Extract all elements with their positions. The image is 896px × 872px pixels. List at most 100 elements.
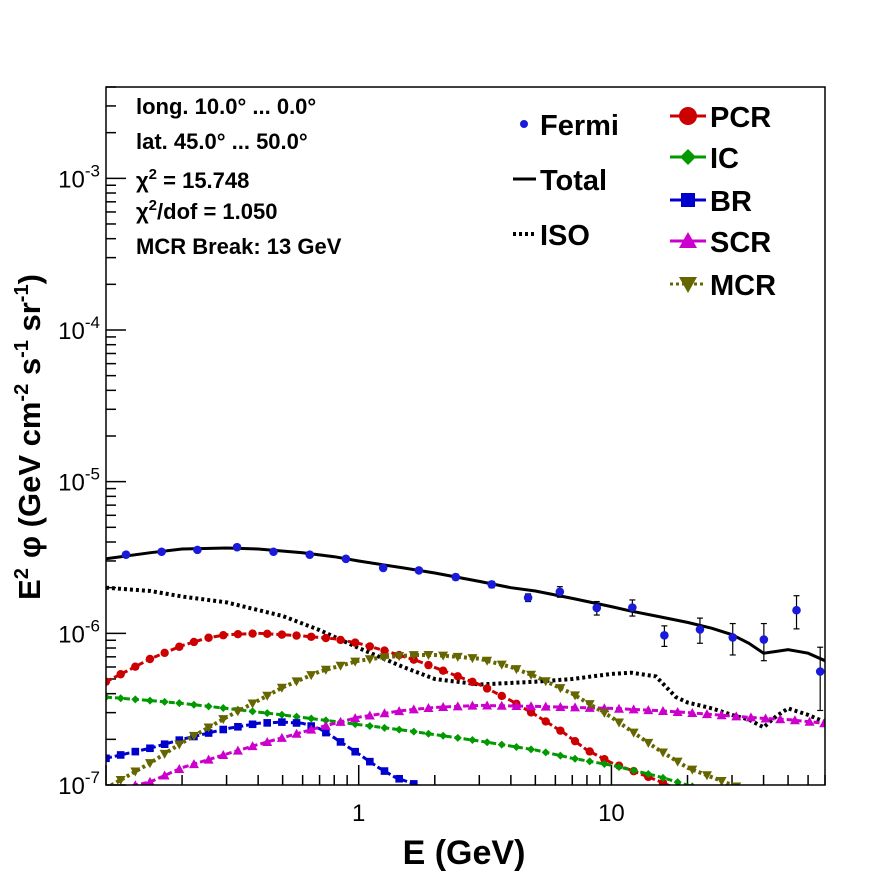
y-tick-label: 10-6: [58, 616, 100, 648]
data-point: [731, 711, 742, 721]
y-tick-label: 10-3: [58, 161, 100, 193]
y-label-sr: sr: [12, 302, 47, 340]
data-point: [716, 776, 727, 785]
y-tick-label: 10-4: [58, 313, 100, 345]
fermi-marker: [695, 625, 705, 634]
fermi-point: [193, 545, 202, 555]
data-point: [600, 754, 609, 764]
data-point: [789, 715, 800, 725]
fermi-marker: [815, 667, 825, 676]
data-point: [760, 713, 771, 723]
y-label-phi: φ (GeV cm: [12, 402, 47, 559]
data-point: [277, 630, 287, 639]
data-point: [673, 778, 682, 785]
data-point: [351, 720, 360, 729]
data-point: [379, 653, 390, 663]
data-point: [541, 717, 550, 726]
data-point: [512, 742, 521, 751]
data-point: [672, 757, 683, 767]
data-point: [482, 700, 493, 710]
data-point: [614, 718, 625, 728]
x-axis-label: E (GeV): [403, 834, 526, 872]
data-point: [116, 694, 125, 703]
data-point: [106, 754, 110, 763]
data-point: [320, 720, 331, 730]
fermi-marker: [378, 563, 388, 573]
data-point: [106, 677, 111, 686]
data-point: [365, 642, 375, 651]
fermi-point: [592, 600, 602, 616]
data-point: [745, 712, 756, 722]
data-point: [452, 652, 463, 662]
data-point: [322, 728, 330, 737]
data-point: [424, 660, 433, 670]
data-point: [188, 759, 199, 769]
data-point: [584, 700, 595, 710]
data-point: [497, 740, 506, 749]
data-point: [204, 633, 213, 642]
data-point: [658, 773, 667, 782]
fermi-marker: [232, 542, 242, 552]
data-point: [247, 699, 258, 709]
data-point: [175, 642, 184, 651]
chi2-dof-value: /dof = 1.050: [157, 199, 277, 224]
data-point: [453, 672, 462, 681]
chi-sup: 2: [149, 197, 157, 214]
fermi-point: [341, 554, 351, 564]
series-mcr: [106, 650, 742, 785]
data-point: [291, 677, 302, 687]
legend-marker-ic: [680, 149, 696, 165]
info-mcr-break: MCR Break: 13 GeV: [136, 234, 342, 259]
series-scr: [119, 700, 825, 785]
data-point: [276, 732, 287, 742]
fermi-marker: [414, 566, 424, 575]
fermi-point: [451, 572, 461, 582]
fermi-point: [815, 646, 825, 712]
y-label-sup: -1: [11, 340, 33, 358]
series-ic: [106, 693, 695, 785]
data-point: [320, 665, 331, 675]
data-point: [423, 702, 434, 712]
x-tick-label: 10: [598, 800, 625, 827]
fermi-point: [232, 542, 242, 552]
data-point: [644, 769, 653, 778]
data-point: [132, 780, 138, 785]
fermi-point: [792, 595, 801, 630]
data-point: [438, 701, 449, 711]
series-pcr: [106, 629, 680, 785]
data-point: [174, 763, 185, 773]
data-point: [365, 722, 374, 731]
data-point: [468, 677, 477, 687]
data-point: [292, 719, 301, 727]
info-chi2: χ2 = 15.748: [136, 166, 249, 193]
data-point: [643, 738, 654, 748]
data-point: [424, 729, 433, 738]
data-point: [585, 747, 594, 756]
y-label-sup: -2: [11, 384, 33, 402]
data-point: [511, 665, 522, 675]
data-point: [629, 766, 638, 775]
data-point: [306, 724, 317, 734]
fermi-marker: [523, 593, 533, 602]
data-point: [526, 670, 537, 680]
data-point: [555, 684, 566, 694]
fermi-point: [487, 580, 497, 589]
data-point: [701, 771, 712, 781]
data-point: [335, 661, 346, 671]
y-tick-label: 10-5: [58, 465, 100, 497]
fermi-point: [759, 622, 769, 662]
data-point: [336, 738, 345, 746]
data-point: [203, 754, 214, 764]
fermi-point: [628, 599, 637, 617]
data-point: [234, 722, 242, 731]
data-point: [526, 701, 537, 711]
data-point: [276, 683, 287, 693]
data-point: [160, 697, 169, 706]
data-point: [145, 654, 155, 664]
fermi-point: [555, 586, 565, 598]
data-point: [467, 654, 478, 664]
y-label-sup: 2: [11, 568, 33, 579]
data-point: [452, 701, 463, 711]
